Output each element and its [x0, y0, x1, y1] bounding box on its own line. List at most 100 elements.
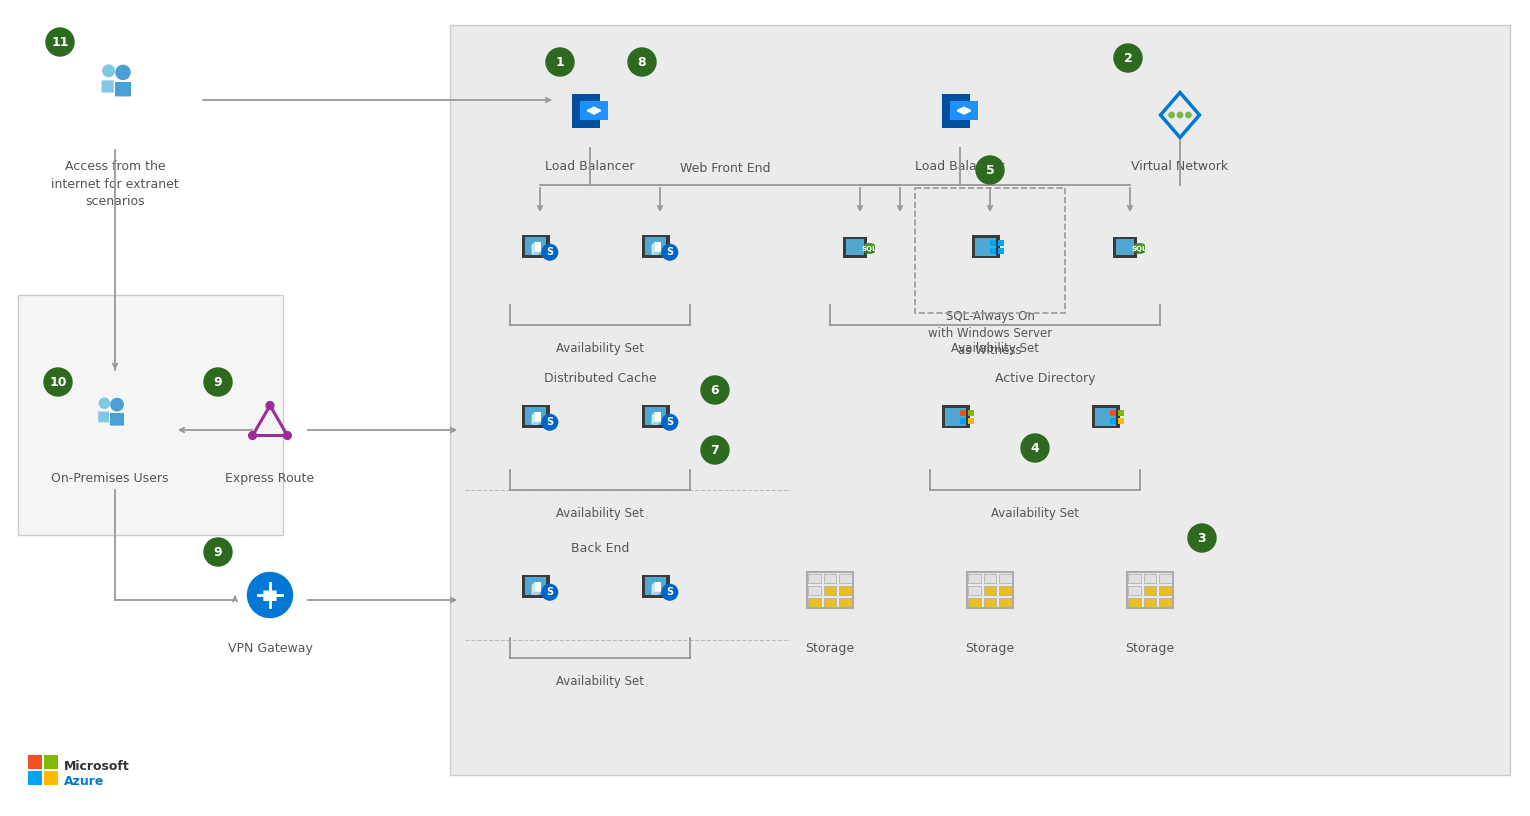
Text: S: S	[666, 417, 673, 428]
FancyBboxPatch shape	[959, 410, 965, 416]
Polygon shape	[580, 101, 607, 120]
Text: S: S	[546, 247, 554, 257]
Text: Storage: Storage	[1126, 642, 1175, 655]
Polygon shape	[652, 251, 661, 255]
Circle shape	[1186, 113, 1190, 118]
Text: S: S	[666, 247, 673, 257]
FancyBboxPatch shape	[843, 237, 868, 258]
FancyBboxPatch shape	[1109, 418, 1115, 424]
FancyBboxPatch shape	[1144, 586, 1157, 595]
Polygon shape	[531, 422, 542, 425]
FancyBboxPatch shape	[984, 597, 996, 606]
FancyBboxPatch shape	[972, 236, 999, 259]
Text: 6: 6	[711, 384, 719, 397]
FancyBboxPatch shape	[959, 418, 965, 424]
FancyBboxPatch shape	[115, 82, 132, 96]
Circle shape	[249, 432, 257, 439]
Polygon shape	[531, 592, 542, 595]
Text: Availability Set: Availability Set	[952, 342, 1039, 355]
Text: Virtual Network: Virtual Network	[1132, 160, 1229, 173]
Ellipse shape	[864, 243, 875, 247]
Circle shape	[248, 573, 292, 618]
FancyBboxPatch shape	[522, 405, 549, 428]
Circle shape	[1187, 524, 1216, 552]
Text: SQL: SQL	[1132, 246, 1148, 251]
FancyBboxPatch shape	[840, 586, 852, 595]
Circle shape	[116, 65, 130, 79]
FancyBboxPatch shape	[967, 572, 1013, 608]
FancyBboxPatch shape	[823, 574, 837, 583]
FancyBboxPatch shape	[808, 586, 820, 595]
FancyBboxPatch shape	[975, 238, 996, 255]
FancyBboxPatch shape	[641, 405, 670, 428]
Ellipse shape	[1134, 250, 1144, 254]
Text: 11: 11	[50, 36, 69, 48]
Text: Load Balancer: Load Balancer	[545, 160, 635, 173]
FancyBboxPatch shape	[806, 572, 854, 608]
FancyBboxPatch shape	[968, 597, 981, 606]
Circle shape	[627, 48, 656, 76]
FancyBboxPatch shape	[641, 574, 670, 598]
Circle shape	[662, 584, 678, 600]
Circle shape	[662, 245, 678, 260]
Polygon shape	[655, 411, 661, 422]
FancyBboxPatch shape	[1126, 572, 1174, 608]
FancyBboxPatch shape	[808, 574, 820, 583]
Circle shape	[976, 156, 1004, 184]
FancyBboxPatch shape	[823, 597, 837, 606]
Text: Distributed Cache: Distributed Cache	[543, 372, 656, 385]
FancyBboxPatch shape	[110, 413, 124, 426]
Circle shape	[44, 368, 72, 396]
Circle shape	[701, 376, 728, 404]
Circle shape	[701, 436, 728, 464]
Text: S: S	[666, 588, 673, 597]
FancyBboxPatch shape	[968, 418, 975, 424]
FancyBboxPatch shape	[98, 411, 109, 422]
Circle shape	[1021, 434, 1050, 462]
FancyBboxPatch shape	[101, 81, 113, 92]
FancyBboxPatch shape	[999, 597, 1011, 606]
Text: Web Front End: Web Front End	[679, 162, 771, 175]
Circle shape	[542, 415, 557, 430]
Text: Microsoft: Microsoft	[64, 760, 130, 773]
Polygon shape	[536, 242, 542, 251]
Circle shape	[1114, 44, 1141, 72]
FancyBboxPatch shape	[28, 771, 41, 785]
Text: Access from the
internet for extranet
scenarios: Access from the internet for extranet sc…	[50, 160, 179, 208]
FancyBboxPatch shape	[644, 407, 666, 425]
Text: Availability Set: Availability Set	[555, 507, 644, 520]
Polygon shape	[531, 411, 536, 425]
Text: 9: 9	[214, 375, 222, 388]
Circle shape	[46, 28, 73, 56]
FancyBboxPatch shape	[522, 235, 549, 259]
Text: Express Route: Express Route	[225, 472, 315, 485]
Text: 5: 5	[985, 163, 995, 176]
FancyBboxPatch shape	[1134, 245, 1144, 252]
FancyBboxPatch shape	[823, 586, 837, 595]
FancyBboxPatch shape	[1160, 574, 1172, 583]
Polygon shape	[652, 592, 661, 595]
Circle shape	[1169, 113, 1175, 118]
Text: S: S	[546, 417, 554, 428]
FancyBboxPatch shape	[1118, 410, 1125, 416]
Text: 2: 2	[1123, 51, 1132, 64]
Polygon shape	[536, 411, 542, 422]
Text: Active Directory: Active Directory	[994, 372, 1095, 385]
Text: Availability Set: Availability Set	[991, 507, 1079, 520]
FancyBboxPatch shape	[1128, 574, 1141, 583]
Circle shape	[203, 538, 233, 566]
FancyBboxPatch shape	[990, 248, 996, 255]
FancyBboxPatch shape	[18, 295, 283, 535]
FancyBboxPatch shape	[984, 586, 996, 595]
FancyBboxPatch shape	[44, 755, 58, 769]
Text: 4: 4	[1031, 441, 1039, 455]
FancyBboxPatch shape	[1144, 574, 1157, 583]
Polygon shape	[652, 582, 655, 595]
Polygon shape	[536, 582, 542, 592]
Polygon shape	[531, 582, 536, 595]
FancyBboxPatch shape	[808, 597, 820, 606]
FancyBboxPatch shape	[942, 406, 970, 428]
Text: 7: 7	[710, 444, 719, 456]
Text: S: S	[546, 588, 554, 597]
FancyBboxPatch shape	[1092, 406, 1120, 428]
